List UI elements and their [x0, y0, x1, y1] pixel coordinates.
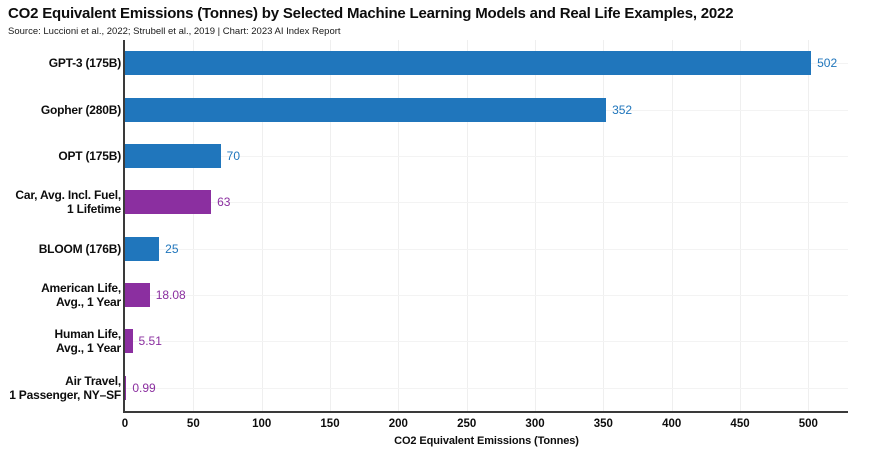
gridline-x-100: [261, 40, 263, 411]
gridline-y-band-2: [125, 155, 848, 157]
x-tick-400: 400: [662, 418, 682, 430]
bar-value-6: 5.51: [138, 334, 162, 349]
bar-4: [125, 236, 160, 261]
bar-value-0: 502: [817, 56, 838, 71]
bar-value-7: 0.99: [132, 380, 156, 395]
bar-value-2: 70: [226, 148, 241, 163]
gridline-y-band-3: [125, 202, 848, 204]
x-tick-250: 250: [457, 418, 477, 430]
bar-2: [125, 143, 221, 168]
category-label-7: Air Travel, 1 Passenger, NY–SF: [9, 373, 121, 402]
category-label-6: Human Life, Avg., 1 Year: [54, 327, 122, 356]
bar-1: [125, 97, 607, 122]
gridline-x-300: [535, 40, 537, 411]
bar-value-1: 352: [612, 102, 633, 117]
gridline-x-450: [740, 40, 742, 411]
x-tick-350: 350: [593, 418, 613, 430]
gridline-x-250: [466, 40, 468, 411]
x-tick-450: 450: [730, 418, 750, 430]
bar-value-3: 63: [217, 195, 231, 210]
gridline-x-200: [398, 40, 400, 411]
category-label-1: Gopher (280B): [40, 102, 121, 117]
x-tick-500: 500: [798, 418, 818, 430]
bar-3: [125, 190, 212, 215]
bar-0: [125, 51, 812, 76]
bar-value-4: 25: [165, 241, 179, 256]
x-axis-title: CO2 Equivalent Emissions (Tonnes): [394, 435, 579, 447]
x-tick-0: 0: [121, 418, 129, 430]
x-axis-line: [123, 411, 848, 413]
gridline-y-band-4: [125, 248, 848, 250]
category-label-3: Car, Avg. Incl. Fuel, 1 Lifetime: [15, 188, 121, 217]
bar-5: [125, 283, 150, 308]
x-tick-50: 50: [186, 418, 200, 430]
gridline-y-band-5: [125, 295, 848, 297]
category-label-5: American Life, Avg., 1 Year: [41, 281, 121, 310]
x-tick-100: 100: [252, 418, 272, 430]
chart-source-caption: Source: Luccioni et al., 2022; Strubell …: [8, 26, 341, 37]
gridline-x-350: [603, 40, 605, 411]
gridline-x-500: [808, 40, 810, 411]
chart-title: CO2 Equivalent Emissions (Tonnes) by Sel…: [8, 5, 734, 22]
x-tick-150: 150: [320, 418, 340, 430]
gridline-y-band-7: [125, 387, 848, 389]
gridline-x-150: [330, 40, 331, 411]
gridline-x-50: [193, 40, 195, 411]
x-tick-200: 200: [388, 418, 408, 430]
y-axis-line: [123, 40, 125, 413]
gridline-y-band-6: [125, 341, 848, 343]
category-label-2: OPT (175B): [58, 148, 121, 163]
bar-value-5: 18.08: [155, 288, 186, 303]
gridline-x-400: [671, 40, 673, 411]
bar-6: [125, 329, 133, 354]
bar-7: [125, 375, 127, 400]
x-tick-300: 300: [525, 418, 545, 430]
category-label-0: GPT-3 (175B): [48, 56, 121, 71]
category-label-4: BLOOM (176B): [38, 241, 121, 256]
